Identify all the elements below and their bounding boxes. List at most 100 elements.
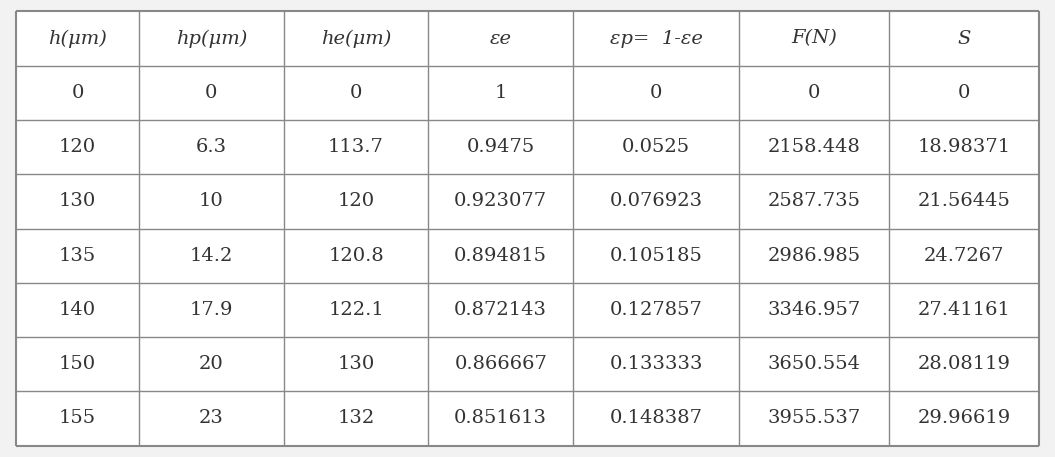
Text: 0: 0 bbox=[206, 84, 217, 102]
Text: 17.9: 17.9 bbox=[190, 301, 233, 319]
Bar bbox=[284, 174, 428, 228]
Bar bbox=[573, 120, 740, 174]
Text: 0: 0 bbox=[650, 84, 663, 102]
Text: 21.56445: 21.56445 bbox=[918, 192, 1011, 210]
Bar bbox=[573, 337, 740, 391]
Bar bbox=[284, 391, 428, 446]
Text: 0.105185: 0.105185 bbox=[610, 247, 703, 265]
Text: 0.127857: 0.127857 bbox=[610, 301, 703, 319]
Bar bbox=[16, 66, 139, 120]
Text: 1: 1 bbox=[495, 84, 506, 102]
Text: 140: 140 bbox=[59, 301, 96, 319]
Bar bbox=[740, 11, 889, 66]
Text: 0: 0 bbox=[958, 84, 971, 102]
Bar bbox=[573, 174, 740, 228]
Bar bbox=[740, 283, 889, 337]
Bar bbox=[284, 11, 428, 66]
Text: 120: 120 bbox=[338, 192, 375, 210]
Text: 0.9475: 0.9475 bbox=[466, 138, 535, 156]
Bar bbox=[139, 174, 284, 228]
Bar bbox=[573, 391, 740, 446]
Text: 0.851613: 0.851613 bbox=[455, 409, 548, 427]
Bar bbox=[284, 283, 428, 337]
Text: 14.2: 14.2 bbox=[190, 247, 233, 265]
Text: 0.0525: 0.0525 bbox=[622, 138, 690, 156]
Text: 6.3: 6.3 bbox=[196, 138, 227, 156]
Bar bbox=[139, 66, 284, 120]
Text: 0.133333: 0.133333 bbox=[610, 355, 703, 373]
Bar bbox=[740, 337, 889, 391]
Bar bbox=[139, 391, 284, 446]
Text: 27.41161: 27.41161 bbox=[918, 301, 1011, 319]
Text: 10: 10 bbox=[199, 192, 224, 210]
Bar bbox=[139, 337, 284, 391]
Bar bbox=[284, 337, 428, 391]
Bar bbox=[16, 174, 139, 228]
Bar bbox=[428, 283, 573, 337]
Text: 0.923077: 0.923077 bbox=[454, 192, 548, 210]
Text: 0: 0 bbox=[808, 84, 821, 102]
Bar bbox=[428, 228, 573, 283]
Text: 2158.448: 2158.448 bbox=[768, 138, 861, 156]
Bar bbox=[889, 337, 1039, 391]
Text: 0.076923: 0.076923 bbox=[610, 192, 703, 210]
Bar bbox=[889, 11, 1039, 66]
Text: 2587.735: 2587.735 bbox=[768, 192, 861, 210]
Bar bbox=[16, 11, 139, 66]
Bar bbox=[428, 11, 573, 66]
Text: 130: 130 bbox=[59, 192, 96, 210]
Text: 0: 0 bbox=[72, 84, 83, 102]
Bar bbox=[428, 120, 573, 174]
Bar bbox=[16, 391, 139, 446]
Text: 2986.985: 2986.985 bbox=[768, 247, 861, 265]
Text: 113.7: 113.7 bbox=[328, 138, 384, 156]
Text: εe: εe bbox=[490, 30, 512, 48]
Bar bbox=[16, 228, 139, 283]
Bar bbox=[428, 337, 573, 391]
Text: 0: 0 bbox=[350, 84, 362, 102]
Text: 3955.537: 3955.537 bbox=[768, 409, 861, 427]
Bar bbox=[428, 174, 573, 228]
Bar bbox=[139, 228, 284, 283]
Bar bbox=[139, 283, 284, 337]
Bar bbox=[740, 391, 889, 446]
Bar bbox=[16, 120, 139, 174]
Text: 155: 155 bbox=[59, 409, 96, 427]
Bar bbox=[573, 283, 740, 337]
Text: S: S bbox=[958, 30, 971, 48]
Text: 3346.957: 3346.957 bbox=[768, 301, 861, 319]
Text: 18.98371: 18.98371 bbox=[918, 138, 1011, 156]
Text: 3650.554: 3650.554 bbox=[768, 355, 861, 373]
Text: 122.1: 122.1 bbox=[328, 301, 384, 319]
Bar bbox=[139, 120, 284, 174]
Text: 135: 135 bbox=[59, 247, 96, 265]
Text: 130: 130 bbox=[338, 355, 375, 373]
Bar bbox=[573, 228, 740, 283]
Bar bbox=[740, 120, 889, 174]
Bar bbox=[16, 337, 139, 391]
Bar bbox=[889, 228, 1039, 283]
Bar bbox=[16, 283, 139, 337]
Bar bbox=[889, 283, 1039, 337]
Bar bbox=[889, 174, 1039, 228]
Bar bbox=[740, 174, 889, 228]
Text: 0.148387: 0.148387 bbox=[610, 409, 703, 427]
Bar bbox=[889, 66, 1039, 120]
Text: he(μm): he(μm) bbox=[321, 29, 391, 48]
Text: 150: 150 bbox=[59, 355, 96, 373]
Text: 0.894815: 0.894815 bbox=[455, 247, 548, 265]
Bar bbox=[573, 11, 740, 66]
Text: 20: 20 bbox=[199, 355, 224, 373]
Text: 120: 120 bbox=[59, 138, 96, 156]
Bar bbox=[740, 66, 889, 120]
Bar bbox=[889, 120, 1039, 174]
Text: hp(μm): hp(μm) bbox=[176, 29, 247, 48]
Text: 0.866667: 0.866667 bbox=[455, 355, 548, 373]
Text: 132: 132 bbox=[338, 409, 375, 427]
Bar bbox=[139, 11, 284, 66]
Text: 29.96619: 29.96619 bbox=[918, 409, 1011, 427]
Text: εp=  1-εe: εp= 1-εe bbox=[610, 30, 703, 48]
Text: 23: 23 bbox=[199, 409, 224, 427]
Bar bbox=[889, 391, 1039, 446]
Text: 24.7267: 24.7267 bbox=[924, 247, 1004, 265]
